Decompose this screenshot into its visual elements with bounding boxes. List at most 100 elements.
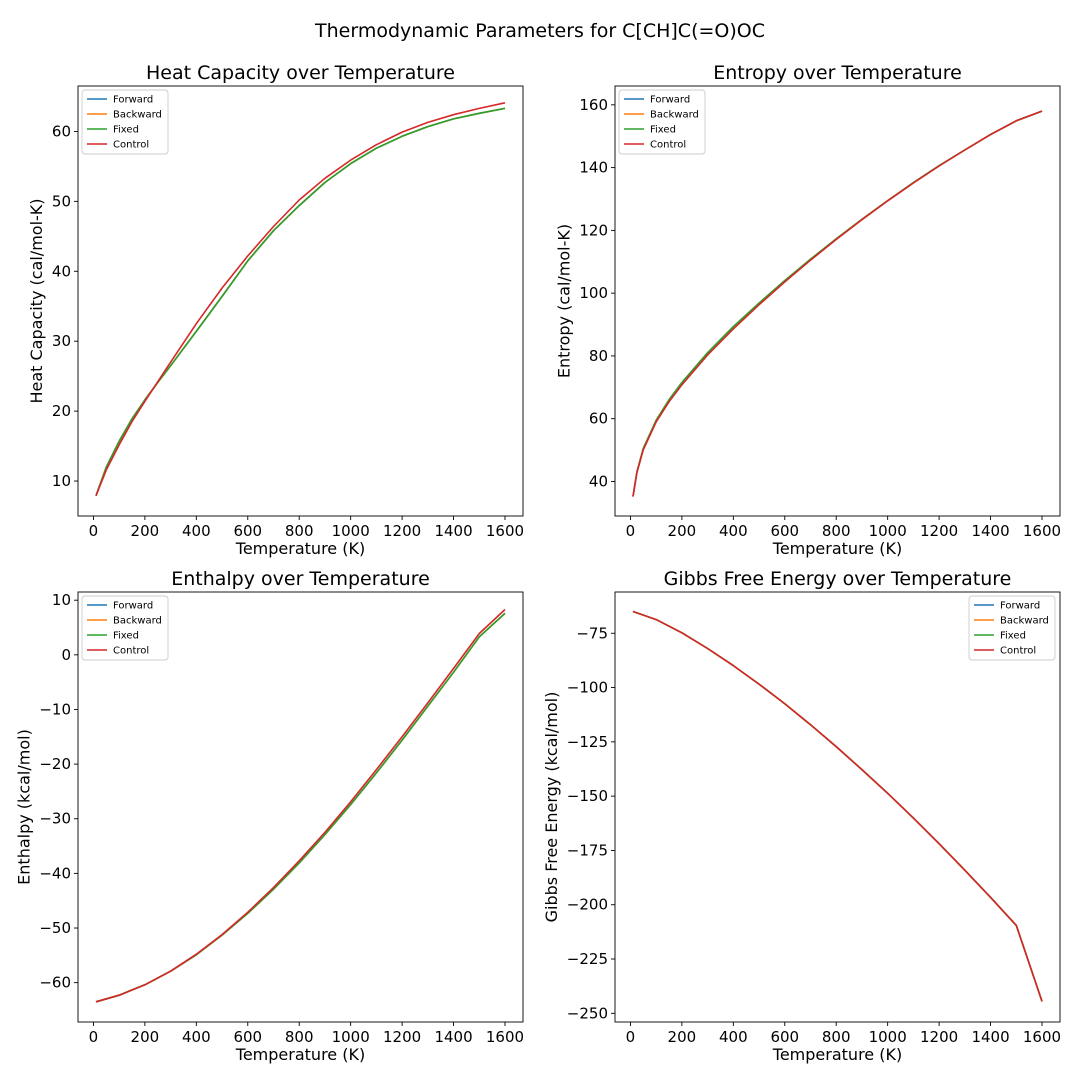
gibbs-free-energy-legend-box [968, 595, 1056, 661]
entropy-ytick-label: 60 [589, 410, 608, 428]
gibbs-free-energy-xtick-label: 600 [770, 1028, 799, 1046]
enthalpy-ytick-label: −10 [39, 700, 71, 718]
gibbs-free-energy-legend-label-control: Control [1000, 646, 1036, 657]
enthalpy-ytick-label: 0 [61, 646, 71, 664]
enthalpy-ytick-label: −30 [39, 810, 71, 828]
entropy-xtick-label: 400 [719, 522, 748, 540]
entropy-xtick-label: 200 [668, 522, 697, 540]
heat-capacity-xtick-label: 800 [285, 522, 314, 540]
gibbs-free-energy-lines [632, 610, 1043, 1002]
heat-capacity-legend-label-backward: Backward [113, 110, 162, 121]
entropy-xtick-label: 1200 [920, 522, 958, 540]
gibbs-free-energy-axes-frame [614, 591, 1061, 1023]
heat-capacity-xtick-label: 600 [233, 522, 262, 540]
entropy-legend-label-control: Control [650, 140, 686, 151]
gibbs-free-energy-ytick-label: −250 [567, 1004, 608, 1022]
heat-capacity-legend-label-control: Control [113, 140, 149, 151]
entropy-title: Entropy over Temperature [713, 62, 962, 84]
heat-capacity-xtick-label: 400 [182, 522, 211, 540]
gibbs-free-energy-series-forward-line [632, 610, 1043, 1002]
entropy-ytick-label: 120 [579, 221, 608, 239]
entropy-series-backward-line [632, 110, 1043, 497]
gibbs-free-energy-ytick-label: −150 [567, 787, 608, 805]
enthalpy-title: Enthalpy over Temperature [171, 568, 430, 590]
entropy-xtick-label: 800 [822, 522, 851, 540]
entropy-legend-label-forward: Forward [650, 95, 690, 106]
entropy-xlabel: Temperature (K) [772, 539, 902, 558]
gibbs-free-energy-xtick-label: 1400 [971, 1028, 1009, 1046]
entropy-legend-label-fixed: Fixed [650, 125, 676, 136]
gibbs-free-energy-legend-label-backward: Backward [1000, 616, 1049, 627]
gibbs-free-energy-title: Gibbs Free Energy over Temperature [664, 568, 1012, 590]
enthalpy-ytick-label: −40 [39, 864, 71, 882]
heat-capacity-xlabel: Temperature (K) [235, 539, 365, 558]
gibbs-free-energy-ytick-label: −175 [567, 841, 608, 859]
enthalpy-series-control-line [95, 608, 506, 1003]
gibbs-free-energy-ytick-label: −125 [567, 733, 608, 751]
gibbs-free-energy-series-backward-line [632, 610, 1043, 1002]
gibbs-free-energy-legend-label-fixed: Fixed [1000, 631, 1026, 642]
gibbs-free-energy-xtick-label: 200 [668, 1028, 697, 1046]
gibbs-free-energy-ytick-label: −200 [567, 896, 608, 914]
enthalpy-series-fixed-line [95, 612, 506, 1003]
entropy-xtick-label: 600 [770, 522, 799, 540]
heat-capacity-legend-label-forward: Forward [113, 95, 153, 106]
enthalpy-ytick-label: 10 [52, 591, 71, 609]
entropy-ylabel: Entropy (cal/mol-K) [554, 224, 573, 378]
heat-capacity-lines [95, 102, 506, 496]
entropy-lines [632, 110, 1043, 497]
heat-capacity-ytick-label: 30 [52, 332, 71, 350]
heat-capacity-series-control-line [95, 102, 506, 496]
panel-enthalpy: Enthalpy over Temperature 0 200 400 600 800 10… [14, 568, 524, 1064]
heat-capacity-ytick-label: 60 [52, 122, 71, 140]
enthalpy-series-backward-line [95, 612, 506, 1003]
gibbs-free-energy-ytick-label: −75 [576, 624, 608, 642]
enthalpy-xlabel: Temperature (K) [235, 1045, 365, 1064]
entropy-ytick-label: 160 [579, 96, 608, 114]
entropy-series-control-line [632, 110, 1043, 497]
entropy-axes-frame [614, 85, 1061, 517]
entropy-xtick-label: 0 [626, 522, 636, 540]
entropy-xtick-label: 1400 [971, 522, 1009, 540]
gibbs-free-energy-legend-label-forward: Forward [1000, 601, 1040, 612]
entropy-series-forward-line [632, 110, 1043, 497]
enthalpy-legend-label-backward: Backward [113, 616, 162, 627]
heat-capacity-xtick-label: 1600 [486, 522, 524, 540]
entropy-legend: Forward Backward Fixed Control [618, 89, 706, 155]
enthalpy-series-forward-line [95, 612, 506, 1003]
heat-capacity-xtick-label: 1000 [332, 522, 370, 540]
heat-capacity-ytick-label: 10 [52, 472, 71, 490]
gibbs-free-energy-series-control-line [632, 610, 1043, 1002]
enthalpy-ytick-label: −20 [39, 755, 71, 773]
panel-gibbs-free-energy: Gibbs Free Energy over Temperature 0 200 40… [542, 568, 1061, 1064]
enthalpy-axes-frame [77, 591, 524, 1023]
gibbs-free-energy-xtick-label: 800 [822, 1028, 851, 1046]
enthalpy-xtick-label: 0 [89, 1028, 99, 1046]
heat-capacity-legend: Forward Backward Fixed Control [81, 89, 169, 155]
entropy-series-fixed-line [632, 110, 1043, 497]
entropy-legend-box [618, 89, 706, 155]
heat-capacity-legend-label-fixed: Fixed [113, 125, 139, 136]
heat-capacity-series-forward-line [95, 107, 506, 496]
heat-capacity-ytick-label: 50 [52, 192, 71, 210]
gibbs-free-energy-ylabel: Gibbs Free Energy (kcal/mol) [542, 692, 561, 923]
gibbs-free-energy-legend: Forward Backward Fixed Control [968, 595, 1056, 661]
enthalpy-xtick-label: 800 [285, 1028, 314, 1046]
heat-capacity-xtick-label: 0 [89, 522, 99, 540]
enthalpy-legend-label-forward: Forward [113, 601, 153, 612]
gibbs-free-energy-xtick-label: 1200 [920, 1028, 958, 1046]
heat-capacity-ytick-label: 40 [52, 262, 71, 280]
gibbs-free-energy-xlabel: Temperature (K) [772, 1045, 902, 1064]
gibbs-free-energy-xtick-label: 0 [626, 1028, 636, 1046]
figure-title: Thermodynamic Parameters for C[CH]C(=O)O… [314, 20, 765, 42]
enthalpy-legend-label-control: Control [113, 646, 149, 657]
panel-entropy: Entropy over Temperature 0 200 400 600 800 100… [554, 62, 1061, 558]
enthalpy-ylabel: Enthalpy (kcal/mol) [14, 729, 33, 885]
heat-capacity-ytick-label: 20 [52, 402, 71, 420]
entropy-ytick-label: 100 [579, 284, 608, 302]
heat-capacity-xtick-label: 1200 [383, 522, 421, 540]
panel-heat-capacity: Heat Capacity over Temperature 0 200 400 600… [27, 62, 524, 558]
enthalpy-xtick-label: 600 [233, 1028, 262, 1046]
entropy-xtick-label: 1000 [869, 522, 907, 540]
heat-capacity-series-fixed-line [95, 107, 506, 496]
